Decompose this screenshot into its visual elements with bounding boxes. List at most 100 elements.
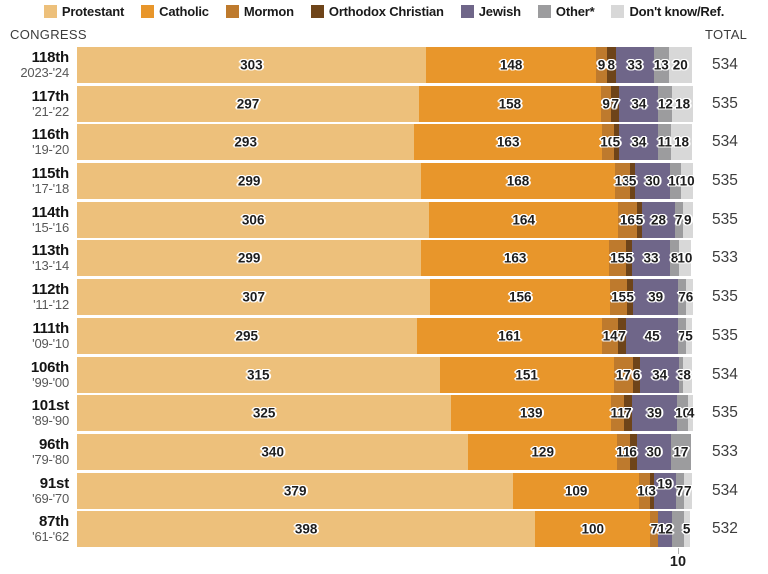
callout-leader-line xyxy=(678,548,679,555)
stacked-bar: 297 158 9 7 34 12 18 xyxy=(77,85,693,122)
bar-segment-orthodox-christian xyxy=(629,163,636,200)
bar-segment-don-t-know-ref xyxy=(683,472,692,509)
stacked-bar: 295 161 14 7 45 7 5 xyxy=(77,317,693,354)
bar-segment-jewish xyxy=(615,47,654,83)
segment-value-label: 129 xyxy=(531,444,554,460)
row-total: 534 xyxy=(712,56,738,73)
segment-value-label: 7 xyxy=(650,521,659,537)
bar-segment-protestant xyxy=(77,279,431,316)
bar-segment-protestant xyxy=(77,511,536,548)
segment-value-label: 7 xyxy=(684,483,692,499)
segment-value-label: 7 xyxy=(618,328,626,344)
bar-segment-jewish xyxy=(635,163,670,200)
bar-segment-catholic xyxy=(513,472,639,509)
segment-value-label: 325 xyxy=(252,405,276,421)
segment-value-label: 4 xyxy=(686,405,695,421)
bar-segment-jewish xyxy=(640,356,680,393)
bar-segment-catholic xyxy=(451,395,612,432)
congress-years: '19-'20 xyxy=(32,142,69,158)
segment-value-label: 45 xyxy=(644,328,660,344)
segment-value-label: 303 xyxy=(240,57,263,73)
bar-segment-don-t-know-ref xyxy=(672,85,693,122)
jewish-swatch-icon xyxy=(460,5,474,18)
row-total: 532 xyxy=(712,520,738,538)
bar-segment-jewish xyxy=(658,511,673,548)
other-swatch-icon xyxy=(537,5,551,18)
stacked-bar: 325 139 11 7 39 10 4 xyxy=(77,395,695,432)
bar-segment-other xyxy=(671,433,691,470)
segment-value-label: 379 xyxy=(283,483,307,499)
congress-row-116th: 116th '19-'20 293 163 10 5 34 11 18 534 xyxy=(0,124,768,161)
segment-value-label: 7 xyxy=(611,96,620,112)
segment-value-label: 5 xyxy=(625,250,633,266)
row-total: 535 xyxy=(712,404,738,422)
segment-value-label: 163 xyxy=(503,250,527,266)
bar-segment-protestant xyxy=(77,472,514,509)
segment-value-label: 7 xyxy=(676,483,684,499)
bar-segment-jewish xyxy=(631,395,677,432)
congress-years: '69-'70 xyxy=(32,490,69,506)
legend-item-other: Other* xyxy=(537,4,595,19)
congress-row-91st: 91st '69-'70 379 109 10 3 19 7 7 534 xyxy=(0,472,768,509)
bar-segment-jewish xyxy=(642,201,675,238)
total-column-header: TOTAL xyxy=(705,27,748,42)
bar-segment-protestant xyxy=(77,240,422,277)
segment-value-label: 13 xyxy=(614,173,630,189)
bar-segment-protestant xyxy=(77,124,415,161)
congress-label: 118th 2023-'24 xyxy=(0,50,69,80)
segment-value-label: 158 xyxy=(498,96,522,112)
segment-value-label: 10 xyxy=(669,554,687,571)
bar-segment-don-t-know-ref xyxy=(668,47,692,83)
bar-segment-mormon xyxy=(611,395,624,432)
bar-segment-mormon xyxy=(608,240,627,277)
row-total: 534 xyxy=(712,365,738,383)
row-total: 533 xyxy=(712,442,738,460)
segment-value-label: 398 xyxy=(294,521,318,537)
segment-value-label: 139 xyxy=(519,405,543,421)
segment-value-label: 340 xyxy=(261,444,284,460)
bar-segment-other xyxy=(674,201,683,238)
row-total: 535 xyxy=(712,326,738,344)
bar-segment-mormon xyxy=(617,433,630,470)
legend-label: Protestant xyxy=(61,4,125,19)
segment-value-label: 19 xyxy=(657,476,673,492)
bar-segment-don-t-know-ref xyxy=(686,317,692,354)
segment-value-label: 3 xyxy=(677,367,685,382)
bar-segment-mormon xyxy=(610,279,628,316)
legend-label: Jewish xyxy=(478,4,521,19)
legend-item-mormon: Mormon xyxy=(225,4,294,19)
bar-segment-orthodox-christian xyxy=(650,472,654,509)
segment-value-label: 148 xyxy=(499,57,523,73)
bar-segment-orthodox-christian xyxy=(618,317,627,354)
stacked-bar: 307 156 15 5 39 7 6 xyxy=(77,279,693,316)
segment-value-label: 306 xyxy=(241,212,265,228)
congress-years: '13-'14 xyxy=(32,258,69,274)
congress-number: 106th xyxy=(30,358,69,376)
row-total: 534 xyxy=(712,133,738,151)
row-total: 533 xyxy=(712,249,738,267)
row-total: 535 xyxy=(712,210,738,228)
bar-segment-orthodox-christian xyxy=(629,433,637,470)
segment-value-label: 10 xyxy=(679,173,695,189)
segment-value-label: 9 xyxy=(602,96,610,112)
congress-number: 91st xyxy=(39,474,69,492)
congress-label: 96th '79-'80 xyxy=(0,435,69,467)
segment-value-label: 13 xyxy=(653,57,669,73)
bar-segment-don-t-know-ref xyxy=(681,163,693,200)
congress-number: 96th xyxy=(38,435,69,453)
congress-row-115th: 115th '17-'18 299 168 13 5 30 10 10 535 xyxy=(0,163,768,200)
segment-value-label: 299 xyxy=(237,173,261,189)
bar-segment-protestant xyxy=(77,395,452,432)
bar-segment-orthodox-christian xyxy=(626,240,632,277)
segment-value-label: 151 xyxy=(515,367,538,382)
bar-segment-mormon xyxy=(596,47,607,83)
segment-value-label: 163 xyxy=(496,134,520,150)
mormon-swatch-icon xyxy=(225,5,239,18)
congress-label: 113th '13-'14 xyxy=(0,243,70,274)
congress-years: '79-'80 xyxy=(32,451,69,467)
segment-value-label: 109 xyxy=(564,483,588,499)
congress-label: 114th '15-'16 xyxy=(0,204,70,235)
bar-segment-orthodox-christian xyxy=(613,124,620,161)
segment-value-label: 295 xyxy=(235,328,259,344)
bar-segment-don-t-know-ref xyxy=(682,201,693,238)
